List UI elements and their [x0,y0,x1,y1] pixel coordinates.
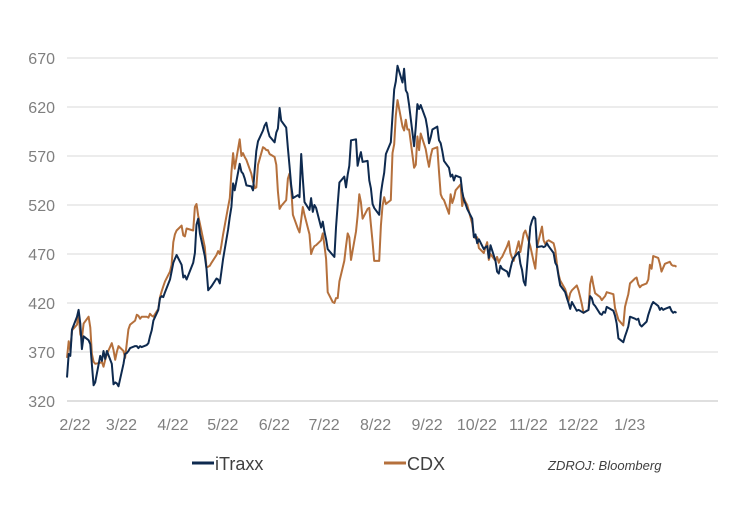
y-tick-label: 620 [28,100,55,117]
x-tick-label: 11/22 [509,417,548,434]
legend-label-cdx: CDX [407,454,445,474]
y-axis-tick-labels: 320 370 420 470 520 570 620 670 [28,51,55,411]
x-tick-label: 8/22 [360,417,391,434]
series-lines [66,64,678,388]
x-tick-label: 3/22 [106,417,137,434]
y-tick-label: 470 [28,247,55,264]
x-tick-label: 7/22 [309,417,340,434]
y-tick-label: 520 [28,198,55,215]
legend: iTraxx CDX [192,454,445,474]
x-tick-label: 5/22 [207,417,238,434]
x-tick-label: 10/22 [457,417,497,434]
x-tick-label: 4/22 [157,417,188,434]
x-axis-tick-labels: 2/22 3/22 4/22 5/22 6/22 7/22 8/22 9/22 10/22 11/… [59,417,645,434]
y-tick-label: 570 [28,149,55,166]
y-tick-label: 420 [28,296,55,313]
series-line-itraxx [66,64,678,388]
x-tick-label: 6/22 [259,417,290,434]
x-tick-label: 1/23 [614,417,645,434]
x-tick-label: 9/22 [412,417,443,434]
series-line-cdx [66,99,677,368]
x-tick-label: 2/22 [59,417,90,434]
source-note: ZDROJ: Bloomberg [547,458,662,473]
x-tick-label: 12/22 [558,417,598,434]
legend-label-itraxx: iTraxx [215,454,263,474]
y-tick-label: 320 [28,394,55,411]
y-tick-label: 670 [28,51,55,68]
y-tick-label: 370 [28,345,55,362]
